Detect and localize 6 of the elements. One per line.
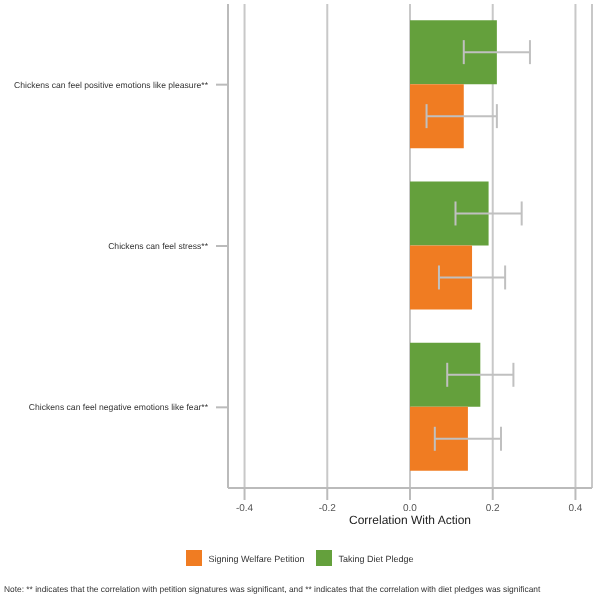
bar <box>410 406 468 471</box>
bar <box>410 181 489 246</box>
bar <box>410 20 497 85</box>
bar <box>410 342 481 407</box>
bar <box>410 245 473 310</box>
bar <box>410 84 464 149</box>
